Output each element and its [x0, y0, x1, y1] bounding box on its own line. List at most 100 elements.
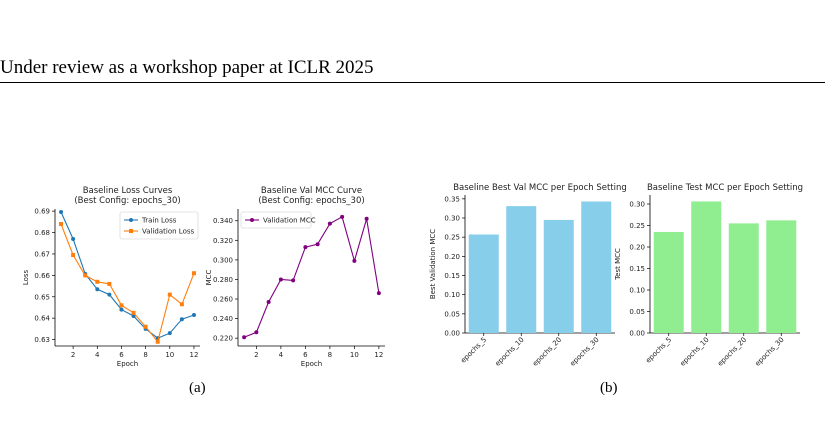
y-tick-label: 0.300: [213, 256, 233, 264]
data-point: [167, 292, 172, 297]
test-mcc-bar-chart: Baseline Test MCC per Epoch Setting 0.00 0…: [615, 183, 803, 368]
data-point: [191, 271, 196, 276]
chart-title: Baseline Best Val MCC per Epoch Setting: [453, 183, 627, 193]
loss-curves-chart: Baseline Loss Curves(Best Config: epochs…: [22, 186, 200, 368]
data-point: [131, 310, 136, 315]
chart-title: Baseline Val MCC Curve: [261, 186, 362, 196]
x-tick-label: 12: [374, 351, 383, 359]
y-tick-label: 0.05: [444, 310, 460, 318]
x-axis-label: Epoch: [117, 360, 138, 368]
x-tick-label: 12: [189, 351, 198, 359]
y-axis-label: Loss: [22, 269, 30, 285]
series-line: [60, 223, 195, 343]
y-tick-label: 0.260: [213, 296, 233, 304]
y-tick-label: 0.66: [34, 272, 50, 280]
y-tick-label: 0.280: [213, 276, 233, 284]
data-point: [340, 214, 345, 219]
y-tick-label: 0.20: [444, 253, 460, 261]
x-tick-label: epochs_20: [716, 336, 748, 368]
data-point: [376, 291, 381, 296]
data-point: [119, 307, 124, 312]
x-tick-label: 4: [95, 351, 100, 359]
bar: [506, 206, 537, 333]
header-rule: [0, 82, 825, 83]
y-tick-label: 0.240: [213, 315, 233, 323]
legend-marker: [250, 218, 254, 222]
series-line: [60, 211, 195, 339]
y-axis-label: MCC: [205, 269, 213, 285]
legend-marker: [129, 229, 133, 233]
data-point: [155, 339, 160, 344]
y-tick-label: 0.30: [444, 215, 460, 223]
data-point: [59, 221, 64, 226]
data-point: [119, 303, 124, 308]
y-tick-label: 0.67: [34, 250, 50, 258]
y-axis-label: Test MCC: [615, 248, 622, 281]
x-tick-label: 2: [254, 351, 258, 359]
data-point: [95, 287, 100, 292]
y-tick-label: 0.05: [629, 308, 645, 316]
chart-title: Baseline Loss Curves: [83, 186, 173, 196]
bar: [728, 223, 759, 333]
data-point: [71, 253, 76, 258]
data-point: [131, 314, 136, 319]
legend-marker: [129, 218, 133, 222]
y-tick-label: 0.10: [444, 291, 460, 299]
caption-a: (a): [189, 380, 206, 396]
data-point: [107, 281, 112, 286]
y-tick-label: 0.10: [629, 287, 645, 295]
series-line: [243, 215, 380, 338]
y-tick-label: 0.25: [629, 222, 645, 230]
best-val-mcc-bar-chart: Baseline Best Val MCC per Epoch Setting 0…: [429, 183, 627, 368]
y-tick-label: 0.69: [34, 208, 50, 216]
chart-title: (Best Config: epochs_30): [258, 196, 364, 206]
data-point: [59, 209, 64, 214]
x-tick-label: epochs_30: [754, 336, 786, 368]
data-point: [242, 335, 247, 340]
y-tick-label: 0.00: [444, 330, 460, 338]
data-point: [179, 317, 184, 322]
data-point: [327, 221, 332, 226]
legend-label: Validation MCC: [263, 217, 316, 225]
y-tick-label: 0.320: [213, 237, 233, 245]
data-point: [278, 277, 283, 282]
data-point: [254, 330, 259, 335]
data-point: [191, 312, 196, 317]
chart-title: Baseline Test MCC per Epoch Setting: [647, 183, 803, 193]
y-tick-label: 0.63: [34, 336, 50, 344]
data-point: [352, 258, 357, 263]
data-point: [303, 245, 308, 250]
y-tick-label: 0.15: [629, 265, 645, 273]
x-axis-label: Epoch: [301, 360, 322, 368]
x-tick-label: epochs_10: [679, 336, 711, 368]
data-point: [107, 292, 112, 297]
y-tick-label: 0.65: [34, 293, 50, 301]
x-tick-label: epochs_10: [494, 336, 526, 368]
y-tick-label: 0.00: [629, 330, 645, 338]
y-tick-label: 0.20: [629, 244, 645, 252]
y-tick-label: 0.25: [444, 234, 460, 242]
x-tick-label: 4: [279, 351, 284, 359]
y-tick-label: 0.340: [213, 217, 233, 225]
legend-box: [240, 211, 312, 229]
y-tick-label: 0.15: [444, 272, 460, 280]
x-tick-label: epochs_20: [531, 336, 563, 368]
bar: [691, 201, 722, 333]
bar: [766, 220, 797, 333]
y-tick-label: 0.64: [34, 315, 50, 323]
bar: [468, 234, 499, 333]
data-point: [315, 242, 320, 247]
chart-title: (Best Config: epochs_30): [74, 196, 180, 206]
x-tick-label: 10: [350, 351, 359, 359]
x-tick-label: 2: [71, 351, 75, 359]
x-tick-label: 10: [165, 351, 174, 359]
x-tick-label: epochs_5: [459, 336, 488, 365]
val-mcc-curve-chart: Baseline Val MCC Curve(Best Config: epoc…: [205, 186, 385, 368]
data-point: [291, 278, 296, 283]
bar: [543, 219, 574, 333]
data-point: [167, 331, 172, 336]
bar: [581, 201, 612, 333]
running-header: Under review as a workshop paper at ICLR…: [0, 57, 374, 78]
x-tick-label: epochs_5: [644, 336, 673, 365]
caption-b: (b): [600, 380, 618, 396]
